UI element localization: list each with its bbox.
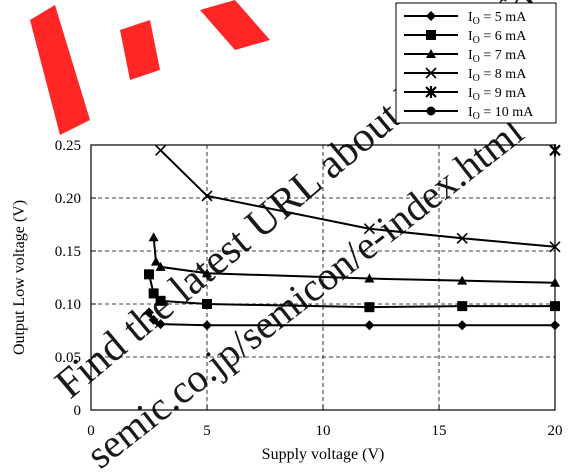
y-tick-label: 0.05 xyxy=(55,350,81,366)
legend-label: IO = 8 mA xyxy=(468,67,527,84)
legend-label-sub: O xyxy=(473,54,480,65)
data-point xyxy=(202,299,212,309)
legend-label-rest: = 8 mA xyxy=(480,67,527,82)
data-point xyxy=(364,273,375,283)
data-point xyxy=(364,302,375,313)
legend-label-sub: O xyxy=(473,111,480,122)
data-point xyxy=(202,320,212,331)
legend-marker xyxy=(426,30,436,40)
legend-label-sub: O xyxy=(473,16,480,27)
y-tick-label: 0.20 xyxy=(55,191,81,207)
legend-label-main: I xyxy=(468,10,473,25)
data-point xyxy=(150,256,161,266)
grid xyxy=(91,145,555,410)
legend-label-sub: O xyxy=(473,73,480,84)
x-tick-label: 5 xyxy=(203,423,211,439)
legend-label-main: I xyxy=(468,29,473,44)
x-tick-label: 20 xyxy=(548,423,563,439)
data-point xyxy=(202,268,212,278)
legend-label-main: I xyxy=(468,48,473,63)
legend-item: IO = 9 mA xyxy=(404,86,527,103)
legend-marker xyxy=(426,11,436,21)
series-4 xyxy=(155,144,561,253)
data-point xyxy=(457,320,468,331)
legend-item: IO = 5 mA xyxy=(404,10,527,27)
data-point xyxy=(144,269,154,280)
watermark-shape xyxy=(30,5,90,135)
legend-box xyxy=(395,2,557,124)
legend-label-sub: O xyxy=(473,35,480,46)
data-point xyxy=(155,319,166,330)
y-tick-label: 0 xyxy=(74,403,82,419)
legend-label: IO = 9 mA xyxy=(468,86,527,103)
legend-label: IO = 5 mA xyxy=(468,10,527,27)
data-point xyxy=(364,320,375,331)
data-point xyxy=(155,295,166,306)
series-1 xyxy=(144,307,560,331)
data-point xyxy=(148,232,159,242)
y-tick-label: 0.15 xyxy=(55,244,81,260)
legend-item: IO = 10 mA xyxy=(404,105,534,122)
legend-marker xyxy=(425,67,437,79)
legend-item: IO = 8 mA xyxy=(404,67,527,84)
legend-marker xyxy=(426,49,436,58)
watermark-shape xyxy=(200,0,270,50)
data-point xyxy=(148,288,159,299)
y-tick-label: 0.10 xyxy=(55,297,81,313)
legend-label: IO = 10 mA xyxy=(468,105,534,122)
x-tick-label: 15 xyxy=(432,423,447,439)
legend-label-rest: = 9 mA xyxy=(480,86,527,101)
y-tick-label: 0.25 xyxy=(55,138,81,154)
data-point xyxy=(144,307,154,318)
data-point xyxy=(457,301,468,312)
legend-label-rest: = 5 mA xyxy=(480,10,527,25)
data-point xyxy=(201,190,213,202)
data-point xyxy=(155,261,166,271)
legend-label-main: I xyxy=(468,105,473,120)
data-point xyxy=(155,144,167,156)
legend-label-main: I xyxy=(468,67,473,82)
legend-item: IO = 7 mA xyxy=(404,48,527,65)
legend-marker xyxy=(426,106,436,116)
x-tick-label: 0 xyxy=(87,423,95,439)
x-tick-label: 10 xyxy=(316,423,331,439)
legend-label-rest: = 10 mA xyxy=(480,105,534,120)
watermark-shape xyxy=(120,20,160,80)
legend-item: IO = 6 mA xyxy=(404,29,527,46)
data-point xyxy=(148,314,159,325)
x-axis-title: Supply voltage (V) xyxy=(262,446,385,463)
data-point xyxy=(363,223,375,235)
data-point xyxy=(456,232,468,244)
legend-label-main: I xyxy=(468,86,473,101)
legend-label: IO = 6 mA xyxy=(468,29,527,46)
legend-marker xyxy=(425,86,437,98)
y-axis-title: Output Low voltage (V) xyxy=(11,200,28,355)
legend-label: IO = 7 mA xyxy=(468,48,527,65)
axes: 0 5 10 15 20 0 0.05 0.10 0.15 0.20 0.25 Supply volt… xyxy=(11,138,563,463)
legend-label-rest: = 6 mA xyxy=(480,29,527,44)
legend-label-rest: = 7 mA xyxy=(480,48,527,63)
legend-label-sub: O xyxy=(473,92,480,103)
data-point xyxy=(457,275,468,285)
